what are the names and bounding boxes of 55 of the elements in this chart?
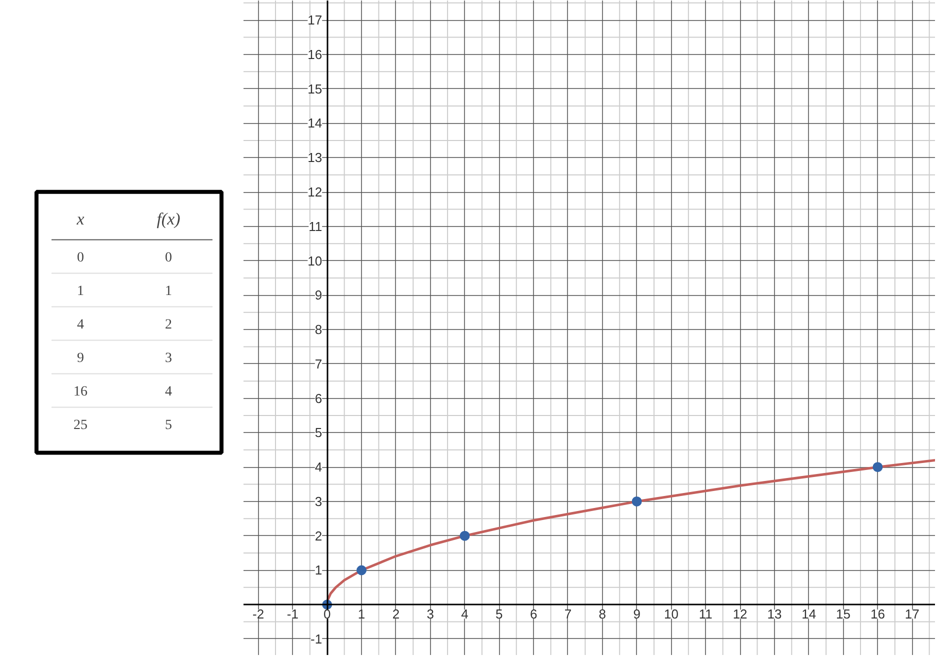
x-tick-label: 2 bbox=[392, 606, 400, 622]
x-tick-label: 13 bbox=[767, 606, 782, 622]
y-tick-label: -1 bbox=[310, 631, 322, 646]
x-tick-label: 17 bbox=[904, 606, 920, 622]
x-tick-label: f(x) bbox=[156, 209, 181, 228]
y-tick-label: 16 bbox=[308, 46, 322, 62]
x-tick-label: 9 bbox=[633, 606, 640, 622]
data-label: 1 bbox=[77, 284, 84, 300]
x-tick-label: 0 bbox=[324, 606, 331, 622]
y-tick-label: 2 bbox=[314, 528, 322, 544]
point bbox=[356, 565, 367, 576]
data-label: 4 bbox=[165, 384, 172, 400]
point bbox=[632, 496, 642, 506]
x-tick-label: 6 bbox=[530, 606, 538, 622]
data-label: 3 bbox=[165, 351, 172, 366]
x-tick-label: -1 bbox=[286, 606, 298, 622]
x-tick-label: 16 bbox=[870, 606, 885, 622]
data-label: 0 bbox=[165, 250, 172, 266]
y-tick-label: 6 bbox=[314, 390, 322, 406]
x-tick-label: 7 bbox=[564, 606, 572, 622]
x-tick-label: 14 bbox=[802, 606, 816, 622]
data-label: 1 bbox=[165, 284, 172, 300]
y-tick-label: 13 bbox=[308, 150, 322, 166]
x-tick-label: 3 bbox=[426, 606, 434, 622]
x-tick-label: 12 bbox=[732, 606, 748, 622]
y-tick-label: 14 bbox=[308, 116, 322, 131]
y-tick-label: 12 bbox=[308, 184, 322, 200]
y-tick-label: 1 bbox=[314, 562, 322, 578]
x-tick-label: -2 bbox=[252, 606, 264, 622]
y-tick-label: 7 bbox=[314, 356, 322, 372]
x-tick-label: 5 bbox=[496, 606, 503, 622]
x-tick-label: 8 bbox=[598, 606, 606, 622]
y-tick-label: 3 bbox=[314, 494, 322, 509]
y-tick-label: 5 bbox=[314, 425, 322, 440]
x-tick-label: 4 bbox=[461, 606, 468, 622]
x-tick-label: 10 bbox=[664, 606, 678, 622]
data-label: 2 bbox=[165, 318, 172, 333]
data-label: 25 bbox=[74, 418, 88, 434]
data-label: 0 bbox=[77, 250, 84, 266]
x-tick-label: 1 bbox=[358, 606, 366, 622]
y-tick-label: 15 bbox=[308, 81, 322, 96]
y-tick-label: 9 bbox=[314, 288, 322, 303]
y-tick-label: 10 bbox=[308, 253, 322, 268]
y-tick-label: 4 bbox=[314, 460, 322, 475]
data-label: 9 bbox=[77, 351, 84, 366]
x-tick-label: x bbox=[76, 209, 85, 228]
point bbox=[872, 462, 883, 472]
x-tick-label: 15 bbox=[836, 606, 851, 622]
y-tick-label: 17 bbox=[308, 12, 322, 28]
point bbox=[460, 530, 470, 541]
y-tick-label: 8 bbox=[314, 322, 322, 338]
x-tick-label: 11 bbox=[698, 606, 712, 622]
data-label: 16 bbox=[74, 384, 88, 400]
data-label: 4 bbox=[77, 318, 84, 333]
data-label: 5 bbox=[165, 418, 172, 434]
